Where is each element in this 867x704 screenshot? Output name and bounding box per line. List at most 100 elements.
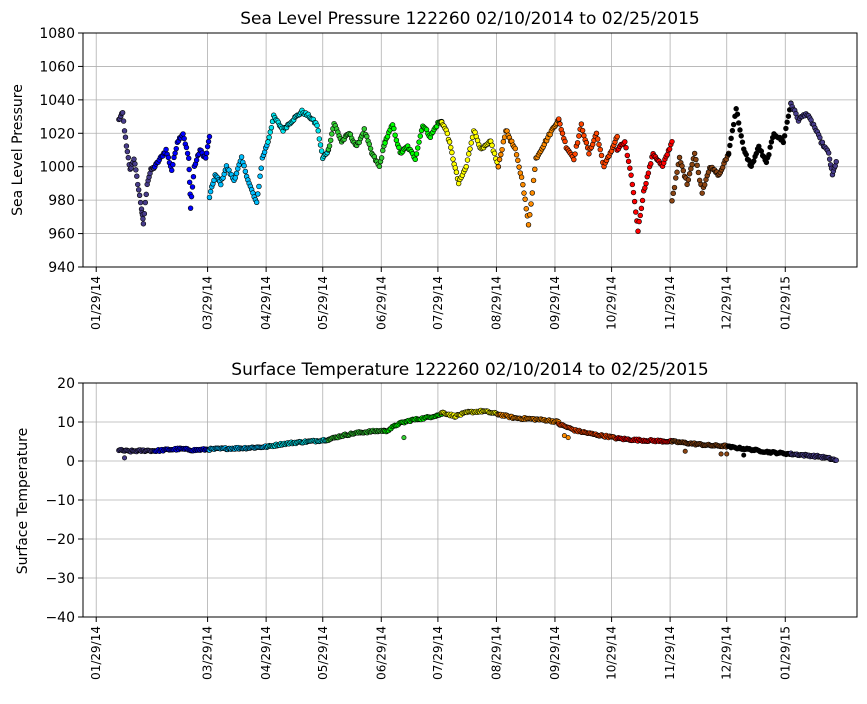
x-tick-label: 07/29/14 [431,276,445,330]
data-point [528,201,534,207]
data-point [527,212,533,218]
data-point [669,198,675,204]
data-point [780,139,787,146]
data-point [557,121,563,127]
data-point [206,133,213,140]
series-2 [206,443,271,453]
outlier-point [122,455,128,461]
data-point [673,175,679,181]
x-tick-label: 06/29/14 [374,626,388,680]
data-point [583,139,590,146]
data-point [670,190,676,197]
data-point [233,170,240,177]
data-point [515,157,521,164]
data-point [316,136,323,142]
data-point [472,129,478,135]
data-point [520,181,526,188]
data-point [317,142,324,148]
series-12 [788,450,839,463]
data-point [825,150,832,156]
data-point [378,155,385,161]
data-point [143,191,149,198]
data-point [367,145,374,152]
data-point [134,173,140,179]
data-point [415,145,421,151]
data-point [186,155,192,161]
data-point [183,144,190,151]
data-point [241,163,247,169]
data-point [729,127,736,134]
data-point [516,164,522,170]
series-7 [495,117,562,228]
data-point [597,146,603,153]
data-point [639,197,646,204]
data-point [576,133,582,139]
data-point [676,154,683,161]
data-point [392,132,398,138]
data-point [366,141,373,147]
data-point [768,139,775,145]
data-point [645,170,652,176]
x-tick-label: 03/29/14 [201,626,215,680]
data-point [135,187,142,193]
y-tick-label: 960 [48,227,75,243]
data-point [449,149,455,156]
data-point [785,113,792,119]
data-point [498,151,504,158]
x-tick-label: 05/29/14 [316,626,330,680]
data-point [206,194,213,201]
data-point [463,164,469,170]
data-point [751,158,757,164]
x-tick-label: 10/29/14 [605,626,619,680]
data-point [314,122,320,129]
y-tick-label: −40 [45,610,75,626]
data-point [826,156,833,162]
data-point [123,143,130,149]
data-point [628,172,634,178]
data-point [468,140,474,146]
data-point [255,191,261,197]
data-point [413,151,420,157]
data-point [733,106,739,112]
y-tick-label: 1060 [39,59,75,75]
data-point [529,190,535,196]
data-point [417,133,423,139]
data-point [739,139,746,145]
data-point [268,124,275,131]
y-tick-label: 1000 [39,160,75,176]
series-11 [725,100,794,169]
series-2 [206,138,271,206]
data-point [523,206,529,212]
data-point [743,151,749,158]
data-point [586,151,592,157]
data-point [763,159,770,166]
data-point [512,145,519,152]
x-tick-label: 04/29/14 [259,276,273,330]
data-point [648,161,654,167]
x-tick-label: 01/29/15 [778,626,792,680]
data-point [638,205,645,212]
data-point [783,125,789,132]
data-point [467,146,473,152]
data-point [266,134,272,141]
data-point [725,151,732,157]
data-point [680,167,687,174]
data-point [186,179,193,185]
outlier-point [741,452,747,458]
series-9 [614,138,675,234]
panel-title: Surface Temperature 122260 02/10/2014 to… [231,360,708,380]
data-point [686,171,693,177]
data-point [571,156,577,163]
data-point [671,184,678,191]
data-point [500,139,507,145]
data-point [630,189,637,196]
data-point [622,139,628,145]
data-point [253,199,260,206]
y-tick-label: 20 [57,376,75,392]
data-layer [116,407,839,463]
data-point [170,161,176,168]
x-tick-label: 07/29/14 [431,626,445,680]
data-point [135,181,141,188]
sea-level-pressure-panel: Sea Level Pressure 122260 02/10/2014 to … [10,9,858,330]
